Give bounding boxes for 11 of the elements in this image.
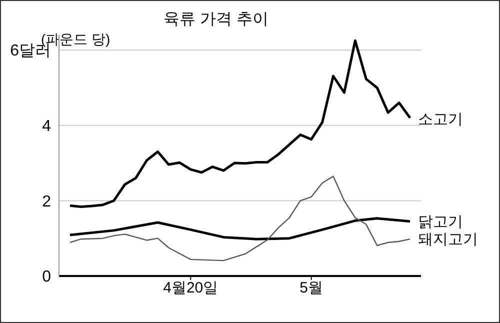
y-tick-label: 2 — [42, 193, 52, 210]
line-series — [68, 217, 412, 240]
series-label: 돼지고기 — [418, 231, 478, 248]
x-tick-label: 5월 — [300, 280, 323, 297]
series-label: 소고기 — [418, 110, 464, 128]
y-tick-label: 4 — [42, 118, 52, 136]
x-tick-label: 4월20일 — [163, 280, 218, 297]
line-series — [69, 176, 411, 262]
chart-title: 육류 가격 추이 — [162, 10, 270, 30]
series-label: 닭고기 — [418, 213, 464, 230]
y-tick-label: 0 — [42, 268, 52, 286]
